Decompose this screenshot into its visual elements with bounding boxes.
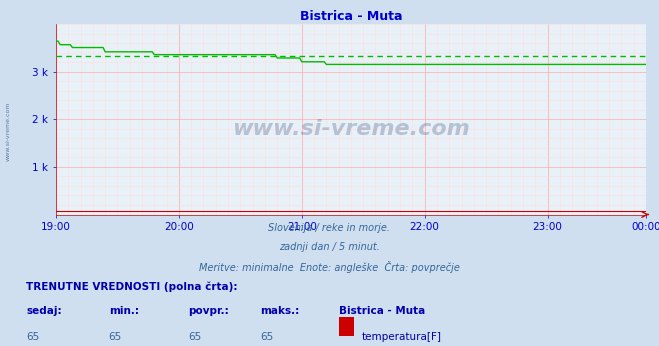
Text: povpr.:: povpr.: <box>188 306 229 316</box>
Title: Bistrica - Muta: Bistrica - Muta <box>300 10 402 23</box>
Text: 65: 65 <box>260 332 273 342</box>
Text: 65: 65 <box>188 332 201 342</box>
Text: zadnji dan / 5 minut.: zadnji dan / 5 minut. <box>279 242 380 252</box>
Text: www.si-vreme.com: www.si-vreme.com <box>232 119 470 139</box>
Text: 65: 65 <box>26 332 40 342</box>
Text: maks.:: maks.: <box>260 306 300 316</box>
Text: Meritve: minimalne  Enote: angleške  Črta: povprečje: Meritve: minimalne Enote: angleške Črta:… <box>199 261 460 273</box>
Text: temperatura[F]: temperatura[F] <box>362 332 442 342</box>
Text: Slovenija / reke in morje.: Slovenija / reke in morje. <box>268 223 391 233</box>
Text: 65: 65 <box>109 332 122 342</box>
Text: TRENUTNE VREDNOSTI (polna črta):: TRENUTNE VREDNOSTI (polna črta): <box>26 282 238 292</box>
Text: sedaj:: sedaj: <box>26 306 62 316</box>
Text: min.:: min.: <box>109 306 139 316</box>
Text: www.si-vreme.com: www.si-vreme.com <box>5 102 11 161</box>
Text: Bistrica - Muta: Bistrica - Muta <box>339 306 426 316</box>
